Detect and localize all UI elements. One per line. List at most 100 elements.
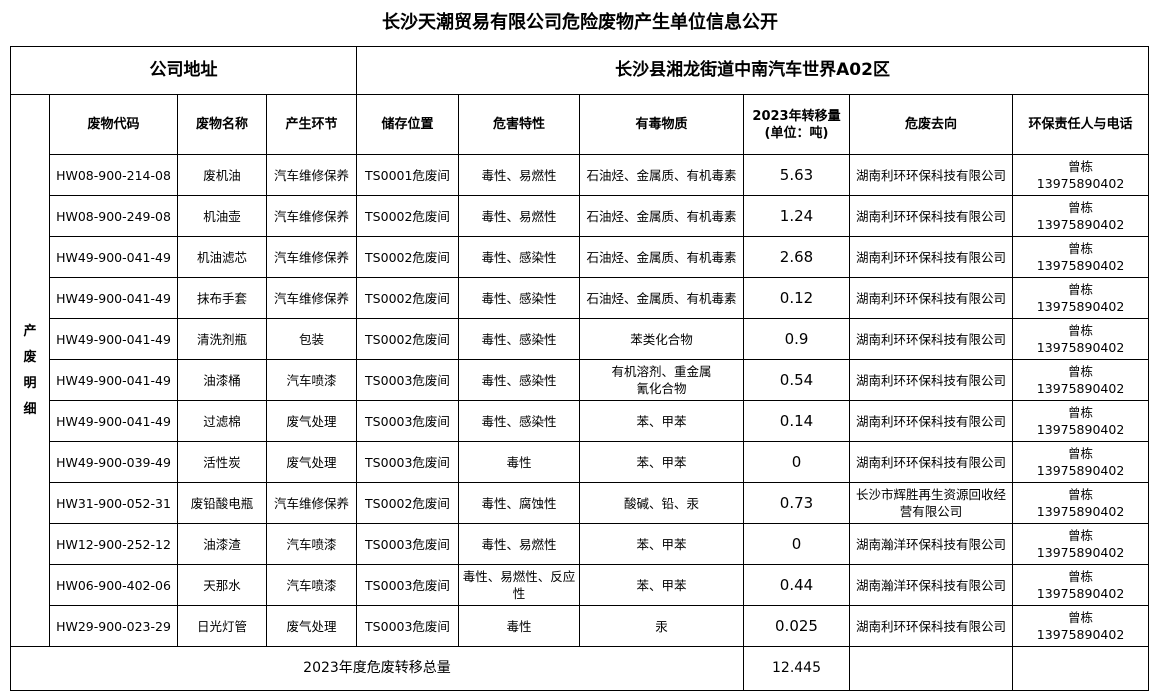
cell-dest: 湖南利环环保科技有限公司 [849, 318, 1013, 360]
contact-phone: 13975890402 [1036, 176, 1125, 191]
cell-stage: 汽车维修保养 [266, 482, 357, 524]
cell-storage: TS0002危废间 [356, 195, 459, 237]
cell-contact: 曾栋 13975890402 [1011, 154, 1150, 196]
cell-contact: 曾栋 13975890402 [1011, 236, 1150, 278]
cell-name: 油漆渣 [177, 523, 267, 565]
table-row: HW49-900-041-49 抹布手套 汽车维修保养 TS0002危废间 毒性、感染性… [11, 277, 1150, 319]
cell-toxic: 石油烃、金属质、有机毒素 [579, 236, 744, 278]
cell-amount: 0.44 [743, 564, 850, 606]
column-header: 废物代码 [49, 94, 178, 155]
cell-toxic: 石油烃、金属质、有机毒素 [579, 154, 744, 196]
column-header: 危废去向 [849, 94, 1013, 155]
contact-person: 曾栋 [1068, 159, 1094, 174]
cell-storage: TS0002危废间 [356, 236, 459, 278]
cell-hazard: 毒性、感染性 [458, 318, 580, 360]
cell-amount: 0.14 [743, 400, 850, 442]
cell-amount: 0.54 [743, 359, 850, 401]
cell-stage: 包装 [266, 318, 357, 360]
cell-name: 机油壶 [177, 195, 267, 237]
cell-storage: TS0002危废间 [356, 482, 459, 524]
cell-name: 清洗剂瓶 [177, 318, 267, 360]
cell-hazard: 毒性、感染性 [458, 400, 580, 442]
cell-code: HW49-900-041-49 [49, 236, 178, 278]
table-row: HW49-900-041-49 过滤棉 废气处理 TS0003危废间 毒性、感染性 苯、甲… [11, 400, 1150, 442]
cell-contact: 曾栋 13975890402 [1011, 400, 1150, 442]
cell-hazard: 毒性 [458, 441, 580, 483]
cell-toxic: 苯类化合物 [579, 318, 744, 360]
cell-contact: 曾栋 13975890402 [1011, 359, 1150, 401]
cell-name: 废机油 [177, 154, 267, 196]
cell-hazard: 毒性、易燃性 [458, 154, 580, 196]
cell-amount: 0.73 [743, 482, 850, 524]
cell-amount: 0.12 [743, 277, 850, 319]
cell-toxic: 苯、甲苯 [579, 441, 744, 483]
contact-person: 曾栋 [1068, 446, 1094, 461]
cell-contact: 曾栋 13975890402 [1011, 523, 1150, 565]
cell-code: HW29-900-023-29 [49, 605, 178, 647]
cell-toxic: 酸碱、铅、汞 [579, 482, 744, 524]
cell-code: HW06-900-402-06 [49, 564, 178, 606]
contact-person: 曾栋 [1068, 405, 1094, 420]
cell-storage: TS0003危废间 [356, 441, 459, 483]
cell-hazard: 毒性、易燃性 [458, 523, 580, 565]
cell-toxic: 苯、甲苯 [579, 523, 744, 565]
total-value: 12.445 [743, 646, 850, 691]
cell-toxic: 石油烃、金属质、有机毒素 [579, 277, 744, 319]
column-header: 储存位置 [356, 94, 459, 155]
cell-contact: 曾栋 13975890402 [1011, 441, 1150, 483]
cell-toxic: 苯、甲苯 [579, 564, 744, 606]
cell-storage: TS0002危废间 [356, 318, 459, 360]
cell-storage: TS0003危废间 [356, 400, 459, 442]
cell-name: 油漆桶 [177, 359, 267, 401]
waste-info-table: 公司地址 长沙县湘龙街道中南汽车世界A02区 产废明细 废物代码 废物名称 产生环节… [10, 46, 1150, 691]
cell-code: HW08-900-249-08 [49, 195, 178, 237]
cell-name: 过滤棉 [177, 400, 267, 442]
contact-person: 曾栋 [1068, 241, 1094, 256]
cell-code: HW49-900-041-49 [49, 277, 178, 319]
cell-toxic: 石油烃、金属质、有机毒素 [579, 195, 744, 237]
cell-hazard: 毒性 [458, 605, 580, 647]
cell-dest: 湖南利环环保科技有限公司 [849, 236, 1013, 278]
cell-amount: 0 [743, 441, 850, 483]
cell-code: HW08-900-214-08 [49, 154, 178, 196]
cell-storage: TS0003危废间 [356, 605, 459, 647]
cell-dest: 湖南瀚洋环保科技有限公司 [849, 523, 1013, 565]
cell-stage: 废气处理 [266, 400, 357, 442]
contact-person: 曾栋 [1068, 487, 1094, 502]
table-row: HW49-900-041-49 机油滤芯 汽车维修保养 TS0002危废间 毒性、感染性… [11, 236, 1150, 278]
cell-stage: 汽车喷漆 [266, 359, 357, 401]
page-title: 长沙天潮贸易有限公司危险废物产生单位信息公开 [382, 12, 778, 33]
column-header: 废物名称 [177, 94, 267, 155]
cell-storage: TS0002危废间 [356, 277, 459, 319]
cell-stage: 废气处理 [266, 441, 357, 483]
cell-dest: 湖南利环环保科技有限公司 [849, 154, 1013, 196]
table-row: HW08-900-249-08 机油壶 汽车维修保养 TS0002危废间 毒性、易燃性石… [11, 195, 1150, 237]
contact-person: 曾栋 [1068, 282, 1094, 297]
cell-name: 天那水 [177, 564, 267, 606]
contact-phone: 13975890402 [1036, 422, 1125, 437]
contact-person: 曾栋 [1068, 610, 1094, 625]
cell-storage: TS0003危废间 [356, 523, 459, 565]
column-header: 危害特性 [458, 94, 580, 155]
cell-contact: 曾栋 13975890402 [1011, 195, 1150, 237]
column-header: 环保责任人与电话 [1011, 94, 1150, 155]
contact-phone: 13975890402 [1036, 258, 1125, 273]
cell-stage: 废气处理 [266, 605, 357, 647]
cell-name: 抹布手套 [177, 277, 267, 319]
cell-dest: 长沙市辉胜再生资源回收经营有限公司 [849, 482, 1013, 524]
address-label: 公司地址 [10, 46, 357, 95]
cell-code: HW49-900-039-49 [49, 441, 178, 483]
cell-hazard: 毒性、易燃性 [458, 195, 580, 237]
header-row: 产废明细 废物代码 废物名称 产生环节 储存位置 危害特性 有毒物质 2023年转移量 (单… [10, 94, 1150, 647]
column-header: 产生环节 [266, 94, 357, 155]
address-value: 长沙县湘龙街道中南汽车世界A02区 [355, 46, 1150, 95]
column-header: 2023年转移量 (单位：吨) [743, 94, 850, 155]
table-row: HW06-900-402-06 天那水 汽车喷漆 TS0003危废间 毒性、易燃性、反应… [11, 564, 1150, 606]
table-row: HW49-900-041-49 清洗剂瓶 包装 TS0002危废间 毒性、感染性 苯类化合… [11, 318, 1150, 360]
cell-contact: 曾栋 13975890402 [1011, 482, 1150, 524]
cell-stage: 汽车喷漆 [266, 523, 357, 565]
table-row: HW49-900-041-49 油漆桶 汽车喷漆 TS0003危废间 毒性、感染性 有机溶… [11, 359, 1150, 401]
cell-amount: 5.63 [743, 154, 850, 196]
cell-hazard: 毒性、易燃性、反应性 [458, 564, 580, 606]
cell-toxic: 汞 [579, 605, 744, 647]
